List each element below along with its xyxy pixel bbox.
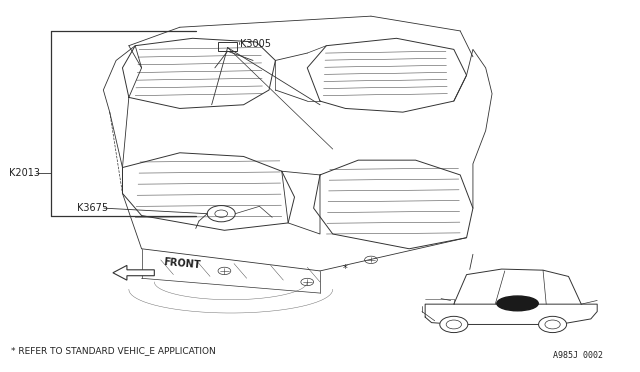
Text: *: * bbox=[343, 264, 348, 274]
Text: K3005: K3005 bbox=[241, 39, 271, 49]
Circle shape bbox=[440, 316, 468, 333]
Circle shape bbox=[539, 316, 566, 333]
Text: FRONT: FRONT bbox=[163, 257, 200, 270]
Text: A985J 0002: A985J 0002 bbox=[552, 351, 603, 360]
Text: * REFER TO STANDARD VEHIC_E APPLICATION: * REFER TO STANDARD VEHIC_E APPLICATION bbox=[11, 346, 216, 355]
Bar bbox=[218, 42, 237, 51]
Text: K2013: K2013 bbox=[9, 168, 40, 178]
Ellipse shape bbox=[497, 296, 538, 311]
Polygon shape bbox=[113, 265, 154, 280]
Text: K3675: K3675 bbox=[77, 203, 108, 213]
